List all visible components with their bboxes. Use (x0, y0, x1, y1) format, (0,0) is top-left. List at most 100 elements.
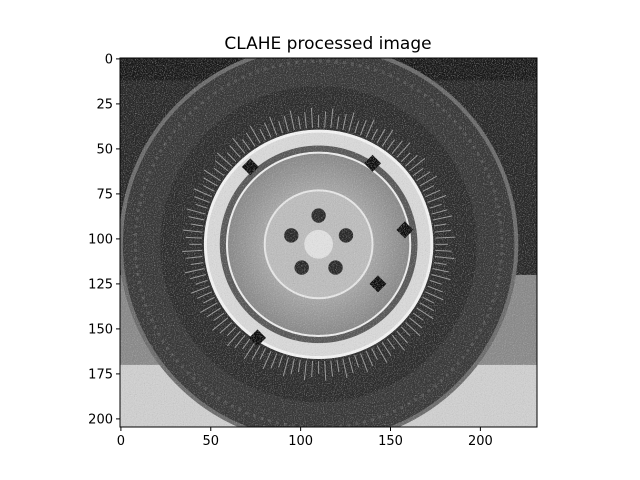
sidewall-spike (259, 348, 267, 360)
sidewall-spike (324, 360, 327, 381)
sidewall-spike (419, 302, 435, 312)
sidewall-spike (412, 312, 424, 321)
sidewall-spike (185, 236, 202, 239)
sidewall-spike (433, 262, 447, 266)
y-tick-label: 150 (88, 322, 113, 337)
sidewall-spike (371, 128, 378, 141)
y-tick-label: 75 (96, 187, 113, 202)
sidewall-spike (234, 334, 246, 348)
y-axis: 0 25 50 75 100 125 150 175 200 (88, 52, 120, 427)
sidewall-spike (186, 208, 206, 215)
sidewall-spike (432, 268, 449, 273)
sidewall-spike (434, 256, 455, 260)
wheel-vent-hole (369, 275, 387, 293)
sidewall-spike (376, 345, 388, 363)
sidewall-spike (243, 342, 256, 360)
sidewall-spike (226, 330, 241, 347)
sidewall-spike (429, 203, 442, 209)
sidewall-spike (226, 152, 237, 163)
sidewall-spike (354, 121, 360, 134)
sidewall-spike (232, 137, 246, 154)
hub-center-cap (304, 229, 333, 259)
sidewall-spike (431, 274, 451, 281)
sidewall-spike (310, 107, 313, 128)
y-tick-label: 100 (88, 232, 113, 247)
sidewall-spike (433, 223, 447, 227)
sidewall-spike (427, 285, 443, 293)
y-tick-label: 0 (105, 52, 113, 67)
sidewall-spike (434, 229, 451, 233)
sidewall-spike (242, 338, 251, 350)
sidewall-spike (190, 274, 206, 280)
sidewall-spike (182, 249, 202, 252)
sidewall-spike (396, 142, 411, 158)
sidewall-spike (311, 360, 313, 378)
lug-nut (311, 208, 326, 223)
sidewall-spike (348, 112, 355, 132)
sidewall-spike (203, 177, 218, 187)
sidewall-spike (216, 152, 233, 167)
sidewall-spike (342, 358, 348, 379)
sidewall-spike (289, 110, 295, 131)
sidewall-spike (269, 116, 278, 136)
sidewall-spike (200, 302, 218, 314)
sidewall-spike (297, 359, 301, 373)
sidewall-spike (278, 121, 283, 134)
sidewall-spike (435, 236, 456, 239)
x-tick-label: 200 (468, 434, 493, 449)
sidewall-spike (365, 350, 374, 367)
sidewall-spike (203, 169, 221, 182)
sidewall-spike (396, 330, 408, 344)
sidewall-spike (184, 268, 205, 274)
processed-image (120, 58, 537, 427)
sidewall-spike (409, 317, 423, 329)
sidewall-spike (245, 132, 256, 147)
sidewall-spike (432, 215, 453, 221)
x-tick-label: 50 (202, 434, 219, 449)
axes-frame (119, 57, 538, 428)
sidewall-spike (425, 291, 444, 301)
sidewall-spike (412, 167, 424, 177)
sidewall-spike (190, 262, 204, 266)
sidewall-spike (381, 129, 394, 147)
sidewall-spike (416, 171, 431, 182)
lug-nut (294, 260, 309, 275)
lug-nut (328, 260, 343, 275)
sidewall-spike (249, 125, 261, 144)
sidewall-spike (336, 116, 340, 129)
sidewall-spike (193, 188, 213, 198)
chart-title: CLAHE processed image (224, 34, 431, 54)
sidewall-spike (194, 196, 210, 203)
sidewall-spike (297, 116, 301, 129)
sidewall-spike (259, 128, 267, 141)
sidewall-spike (330, 108, 334, 129)
sidewall-spike (226, 326, 237, 337)
sidewall-spike (213, 312, 225, 321)
lug-nut (338, 228, 354, 243)
sidewall-spike (242, 139, 251, 151)
sidewall-spike (283, 115, 289, 132)
sidewall-spike (435, 249, 452, 252)
x-tick-label: 150 (378, 434, 403, 449)
sidewall-spike (405, 154, 418, 167)
sidewall-spike (429, 279, 442, 285)
sidewall-spike (422, 296, 435, 304)
sidewall-spike (360, 353, 369, 373)
sidewall-spike (203, 296, 215, 304)
sidewall-spike (229, 145, 241, 158)
sidewall-spike (190, 223, 204, 227)
sidewall-spike (212, 317, 229, 331)
sidewall-spike (262, 350, 272, 370)
wheel-vent-hole (364, 154, 382, 172)
sidewall-spike (304, 111, 307, 129)
sidewall-spike (342, 114, 347, 131)
y-tick-label: 175 (88, 367, 113, 382)
sidewall-spike (182, 229, 203, 233)
sidewall-spike (264, 122, 272, 138)
sidewall-spike (400, 152, 411, 163)
sidewall-spike (303, 360, 307, 381)
sidewall-spike (190, 285, 210, 294)
lug-nut (284, 228, 299, 243)
wheel-vent-hole (396, 221, 414, 239)
